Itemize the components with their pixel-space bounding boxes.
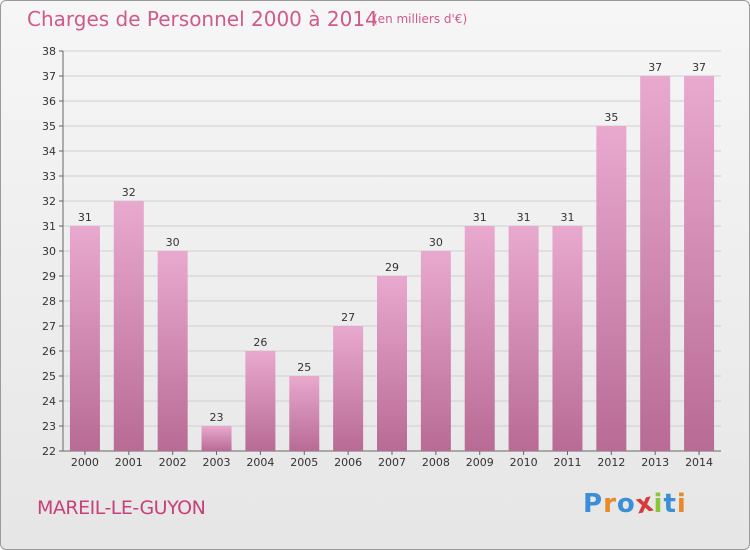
bar-2013	[640, 76, 671, 451]
x-tick-label: 2013	[641, 456, 669, 469]
proxiti-logo[interactable]: Proxiti	[583, 487, 687, 520]
y-tick-label: 26	[42, 345, 56, 358]
x-tick-label: 2010	[510, 456, 538, 469]
data-label: 37	[648, 61, 662, 74]
data-label: 35	[604, 111, 618, 124]
data-label: 31	[560, 211, 574, 224]
data-labels: 31 32 30 23 26 25 27 29 30 31 31 31 35 37 37	[78, 61, 706, 424]
data-label: 31	[78, 211, 92, 224]
bar-2012	[596, 126, 627, 451]
y-tick-label: 30	[42, 245, 56, 258]
x-tick-label: 2002	[159, 456, 187, 469]
y-tick-label: 27	[42, 320, 56, 333]
y-tick-label: 32	[42, 195, 56, 208]
x-tick-label: 2006	[334, 456, 362, 469]
x-tick-label: 2008	[422, 456, 450, 469]
x-tick-label: 2014	[685, 456, 713, 469]
data-label: 30	[166, 236, 180, 249]
y-tick-label: 24	[42, 395, 56, 408]
y-tick-label: 36	[42, 95, 56, 108]
data-label: 29	[385, 261, 399, 274]
logo-letter: P	[583, 489, 604, 519]
chart-title: Charges de Personnel 2000 à 2014	[27, 7, 378, 31]
bar-2000	[69, 226, 100, 451]
x-tick-label: 2009	[466, 456, 494, 469]
bar-2009	[464, 226, 495, 451]
bar-2004	[245, 351, 276, 451]
x-tick-label: 2011	[553, 456, 581, 469]
bar-2014	[684, 76, 715, 451]
bar-2005	[289, 376, 320, 451]
x-tick-label: 2000	[71, 456, 99, 469]
y-tick-label: 34	[42, 145, 56, 158]
bar-2001	[113, 201, 144, 451]
y-tick-label: 35	[42, 120, 56, 133]
logo-letter: t	[663, 489, 677, 519]
data-label: 23	[210, 411, 224, 424]
bar-2002	[157, 251, 188, 451]
bar-2003	[201, 426, 232, 451]
bar-2006	[333, 326, 364, 451]
data-label: 32	[122, 186, 136, 199]
data-label: 26	[253, 336, 267, 349]
logo-letter: o	[616, 489, 636, 519]
data-label: 37	[692, 61, 706, 74]
logo-letter: i	[653, 489, 664, 519]
x-tick-label: 2005	[290, 456, 318, 469]
bar-2008	[420, 251, 451, 451]
data-label: 27	[341, 311, 355, 324]
x-tick-label: 2004	[246, 456, 274, 469]
bars	[69, 76, 715, 451]
x-tick-label: 2012	[597, 456, 625, 469]
logo-letter: i	[676, 489, 687, 519]
y-tick-label: 31	[42, 220, 56, 233]
chart-subtitle: (en milliers d'€)	[373, 12, 468, 26]
x-tick-label: 2001	[115, 456, 143, 469]
data-label: 31	[473, 211, 487, 224]
data-label: 30	[429, 236, 443, 249]
y-tick-label: 29	[42, 270, 56, 283]
y-tick-label: 38	[42, 45, 56, 58]
y-tick-label: 33	[42, 170, 56, 183]
y-tick-label: 28	[42, 295, 56, 308]
logo-letter: r	[603, 489, 617, 519]
x-tick-label: 2003	[203, 456, 231, 469]
data-label: 25	[297, 361, 311, 374]
town-name: MAREIL-LE-GUYON	[37, 497, 206, 519]
data-label: 31	[517, 211, 531, 224]
bar-2007	[377, 276, 407, 451]
bar-2011	[552, 226, 583, 451]
y-tick-label: 25	[42, 370, 56, 383]
x-tick-label: 2007	[378, 456, 406, 469]
y-tick-label: 23	[42, 420, 56, 433]
y-tick-label: 22	[42, 445, 56, 458]
bar-2010	[508, 226, 539, 451]
y-tick-label: 37	[42, 70, 56, 83]
